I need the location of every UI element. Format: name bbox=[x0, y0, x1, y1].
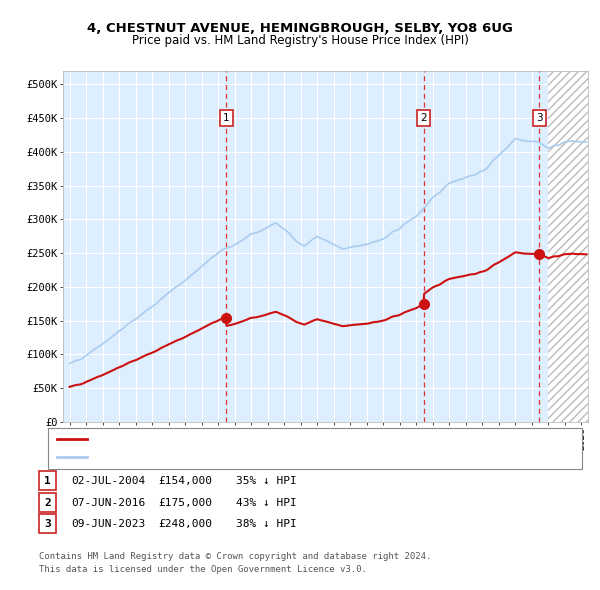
Text: £175,000: £175,000 bbox=[158, 498, 212, 507]
Bar bbox=[548, 71, 588, 422]
Text: 4, CHESTNUT AVENUE, HEMINGBROUGH, SELBY, YO8 6UG (detached house): 4, CHESTNUT AVENUE, HEMINGBROUGH, SELBY,… bbox=[93, 434, 499, 444]
Text: 1: 1 bbox=[223, 113, 230, 123]
Text: 07-JUN-2016: 07-JUN-2016 bbox=[71, 498, 145, 507]
Text: This data is licensed under the Open Government Licence v3.0.: This data is licensed under the Open Gov… bbox=[39, 565, 367, 574]
Text: 09-JUN-2023: 09-JUN-2023 bbox=[71, 519, 145, 529]
Text: Price paid vs. HM Land Registry's House Price Index (HPI): Price paid vs. HM Land Registry's House … bbox=[131, 34, 469, 47]
Text: 2: 2 bbox=[44, 498, 51, 507]
Text: £248,000: £248,000 bbox=[158, 519, 212, 529]
Text: 38% ↓ HPI: 38% ↓ HPI bbox=[236, 519, 296, 529]
Text: 4, CHESTNUT AVENUE, HEMINGBROUGH, SELBY, YO8 6UG: 4, CHESTNUT AVENUE, HEMINGBROUGH, SELBY,… bbox=[87, 22, 513, 35]
Text: 1: 1 bbox=[44, 476, 51, 486]
Text: HPI: Average price, detached house, North Yorkshire: HPI: Average price, detached house, Nort… bbox=[93, 453, 412, 463]
Text: 3: 3 bbox=[536, 113, 542, 123]
Text: 2: 2 bbox=[421, 113, 427, 123]
Text: 43% ↓ HPI: 43% ↓ HPI bbox=[236, 498, 296, 507]
Text: 35% ↓ HPI: 35% ↓ HPI bbox=[236, 476, 296, 486]
Text: 3: 3 bbox=[44, 519, 51, 529]
Text: 02-JUL-2004: 02-JUL-2004 bbox=[71, 476, 145, 486]
Text: £154,000: £154,000 bbox=[158, 476, 212, 486]
Text: Contains HM Land Registry data © Crown copyright and database right 2024.: Contains HM Land Registry data © Crown c… bbox=[39, 552, 431, 560]
Bar bbox=[548, 71, 588, 422]
